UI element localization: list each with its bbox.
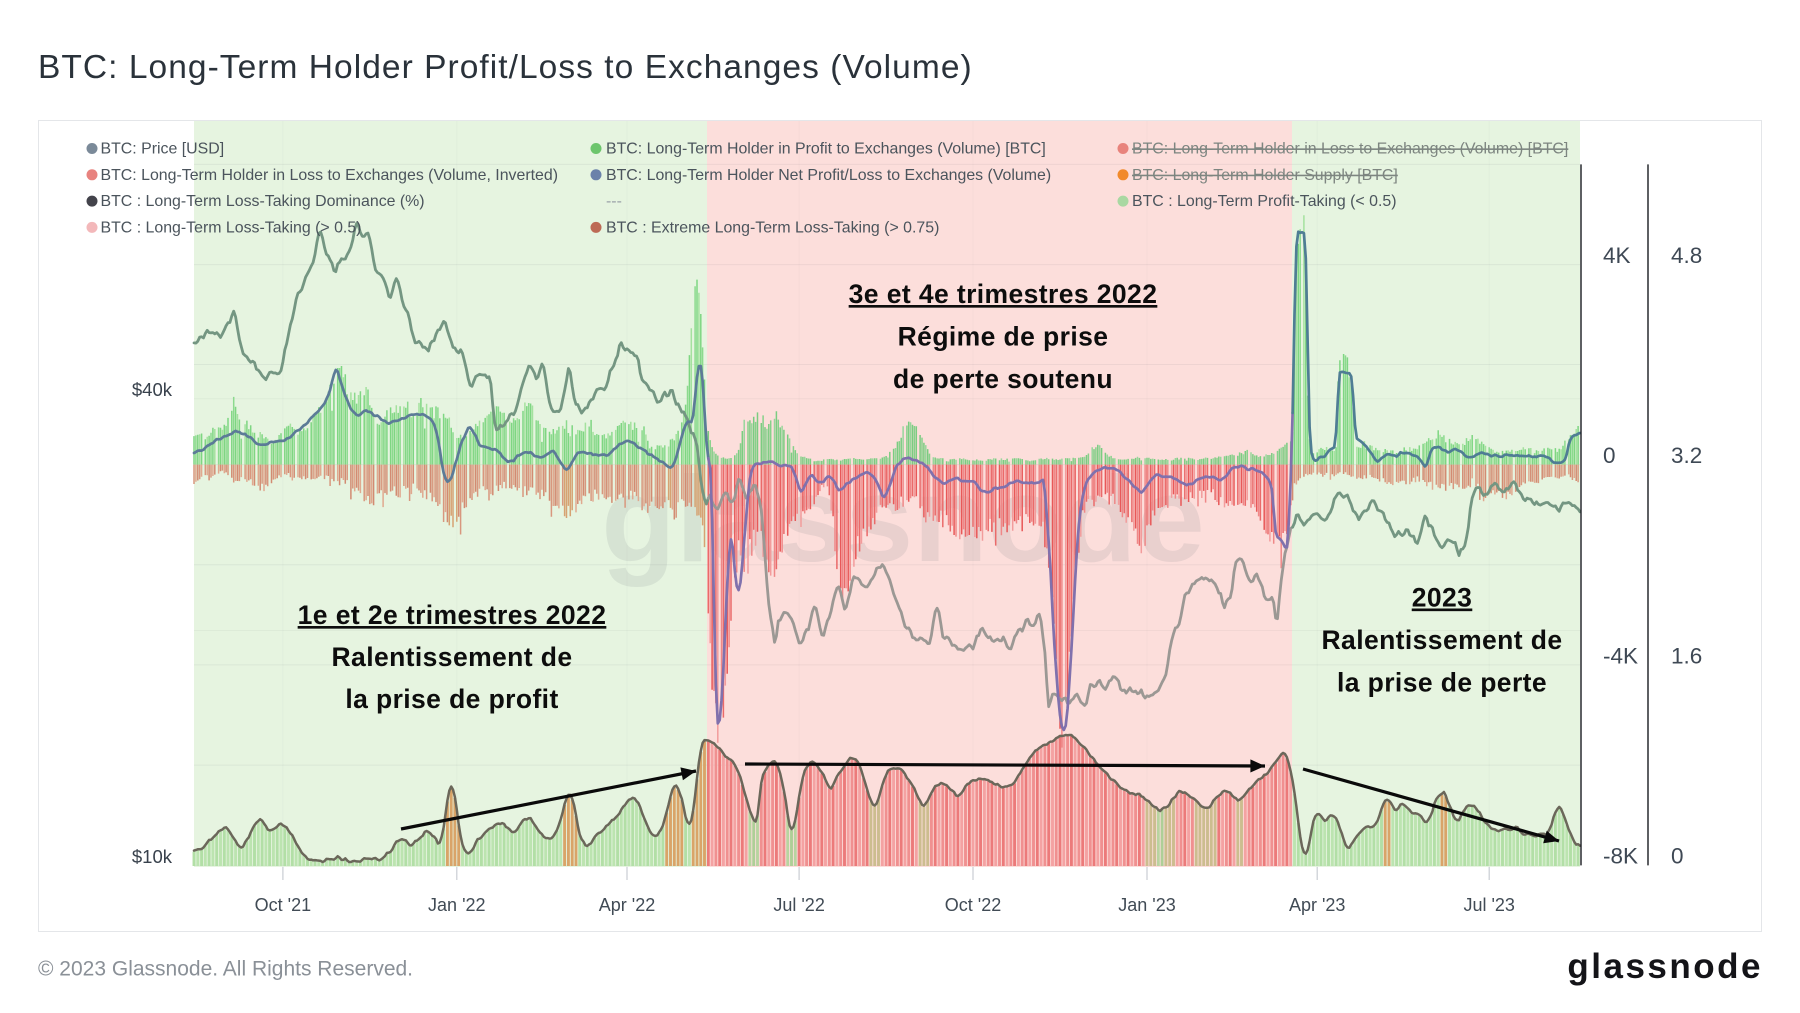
- svg-text:Jul '22: Jul '22: [773, 895, 824, 915]
- svg-text:-8K: -8K: [1603, 844, 1638, 869]
- svg-text:BTC: Long-Term Holder in Loss: BTC: Long-Term Holder in Loss to Exchang…: [101, 167, 559, 184]
- svg-text:Régime de prise: Régime de prise: [898, 322, 1109, 352]
- svg-text:BTC: Long-Term Holder in Loss: BTC: Long-Term Holder in Loss to Exchang…: [1132, 141, 1568, 158]
- svg-text:Apr '22: Apr '22: [599, 895, 655, 915]
- svg-text:la prise de profit: la prise de profit: [345, 684, 558, 714]
- svg-text:BTC: Long-Term Holder Supply [: BTC: Long-Term Holder Supply [BTC]: [1132, 167, 1398, 184]
- svg-text:BTC: Long-Term Holder Profit/L: BTC: Long-Term Holder Profit/Loss to Exc…: [38, 49, 973, 86]
- svg-text:3e et 4e trimestres 2022: 3e et 4e trimestres 2022: [849, 279, 1158, 309]
- svg-text:Ralentissement de: Ralentissement de: [1322, 625, 1563, 655]
- svg-text:BTC: Price [USD]: BTC: Price [USD]: [101, 141, 225, 158]
- svg-text:1.6: 1.6: [1671, 643, 1702, 668]
- svg-text:BTC: Long-Term Holder Net Prof: BTC: Long-Term Holder Net Profit/Loss to…: [606, 167, 1051, 184]
- svg-text:Apr '23: Apr '23: [1289, 895, 1345, 915]
- svg-text:2023: 2023: [1412, 583, 1473, 613]
- svg-text:BTC : Long-Term Loss-Taking (>: BTC : Long-Term Loss-Taking (> 0.5): [101, 219, 362, 236]
- svg-text:BTC: Long-Term Holder in Profi: BTC: Long-Term Holder in Profit to Excha…: [606, 141, 1046, 158]
- svg-text:-4K: -4K: [1603, 643, 1638, 668]
- svg-text:0: 0: [1603, 443, 1616, 468]
- svg-text:Jan '22: Jan '22: [428, 895, 485, 915]
- svg-text:BTC : Long-Term Loss-Taking Do: BTC : Long-Term Loss-Taking Dominance (%…: [101, 193, 425, 210]
- svg-text:Oct '22: Oct '22: [945, 895, 1001, 915]
- svg-text:© 2023 Glassnode. All Rights R: © 2023 Glassnode. All Rights Reserved.: [38, 958, 413, 981]
- svg-text:Ralentissement de: Ralentissement de: [332, 642, 573, 672]
- svg-text:$40k: $40k: [132, 379, 173, 400]
- svg-text:---: ---: [606, 193, 622, 210]
- svg-text:4K: 4K: [1603, 243, 1631, 268]
- svg-text:de perte soutenu: de perte soutenu: [893, 364, 1113, 394]
- svg-text:3.2: 3.2: [1671, 443, 1702, 468]
- svg-text:0: 0: [1671, 844, 1684, 869]
- svg-text:4.8: 4.8: [1671, 243, 1702, 268]
- svg-text:$10k: $10k: [132, 846, 173, 867]
- svg-text:BTC : Long-Term Profit-Taking: BTC : Long-Term Profit-Taking (< 0.5): [1132, 193, 1397, 210]
- svg-text:la prise de perte: la prise de perte: [1337, 668, 1547, 698]
- svg-text:Oct '21: Oct '21: [255, 895, 311, 915]
- svg-text:Jan '23: Jan '23: [1118, 895, 1175, 915]
- svg-text:1e et 2e trimestres 2022: 1e et 2e trimestres 2022: [298, 600, 607, 630]
- svg-text:BTC : Extreme Long-Term Loss-T: BTC : Extreme Long-Term Loss-Taking (> 0…: [606, 219, 939, 236]
- svg-text:Jul '23: Jul '23: [1463, 895, 1514, 915]
- svg-text:glassnode: glassnode: [1567, 947, 1763, 986]
